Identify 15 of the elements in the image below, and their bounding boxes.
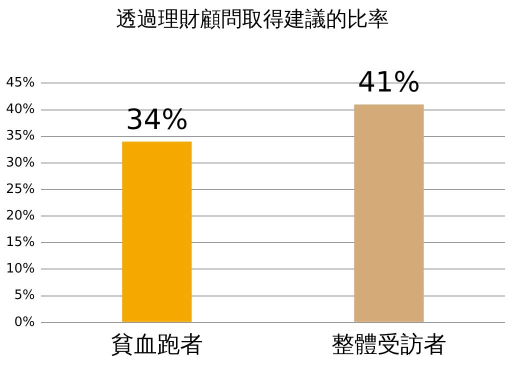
- y-tick-label: 20%: [6, 208, 35, 224]
- x-tick-label: 整體受訪者: [331, 332, 446, 358]
- y-tick-label: 35%: [6, 128, 35, 144]
- y-tick-label: 25%: [6, 182, 35, 197]
- y-tick-label: 15%: [6, 235, 35, 250]
- x-tick-label: 貧血跑者: [110, 332, 203, 358]
- y-tick-label: 45%: [6, 76, 35, 91]
- data-label: 34%: [126, 102, 188, 136]
- y-tick-label: 10%: [6, 262, 35, 277]
- data-label: 41%: [358, 66, 420, 99]
- y-tick-label: 40%: [6, 102, 35, 118]
- y-tick-label: 0%: [14, 314, 35, 330]
- y-tick-label: 30%: [6, 155, 35, 170]
- chart-title: 透過理財顧問取得建議的比率: [116, 7, 389, 32]
- y-tick-label: 5%: [14, 288, 35, 304]
